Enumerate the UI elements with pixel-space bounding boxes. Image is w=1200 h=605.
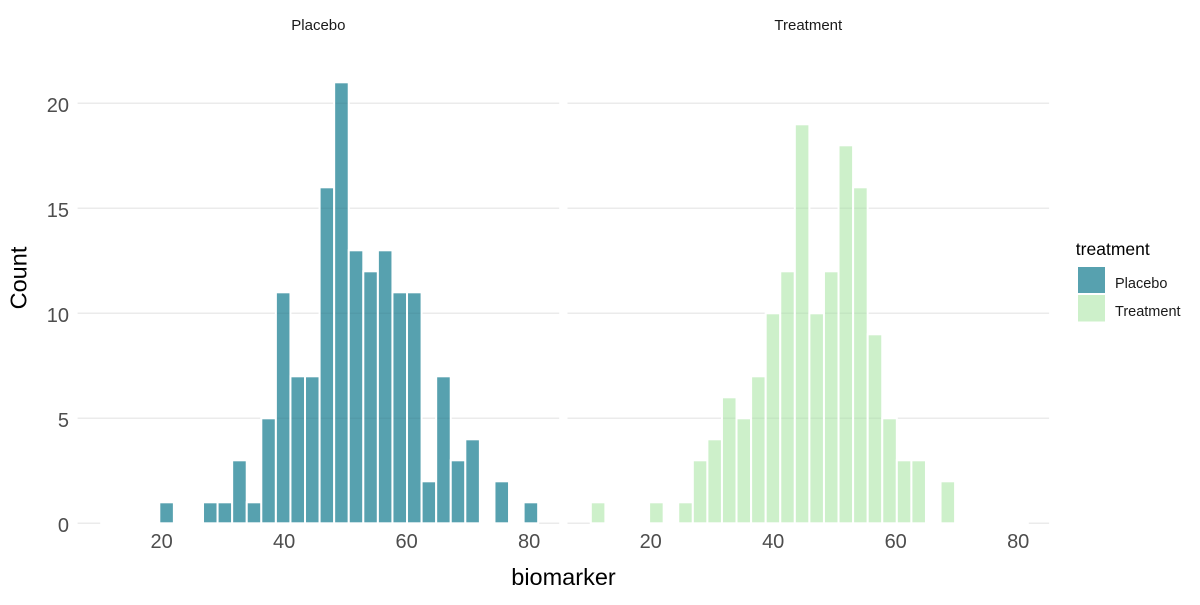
svg-text:60: 60	[395, 531, 417, 553]
svg-text:40: 40	[273, 531, 295, 553]
svg-text:Count: Count	[6, 246, 32, 309]
svg-text:5: 5	[58, 410, 69, 432]
svg-text:80: 80	[1007, 531, 1029, 553]
svg-text:20: 20	[150, 531, 172, 553]
svg-text:20: 20	[640, 531, 662, 553]
svg-text:15: 15	[47, 200, 69, 222]
svg-text:treatment: treatment	[1076, 239, 1150, 259]
svg-text:80: 80	[518, 531, 540, 553]
svg-text:60: 60	[885, 531, 907, 553]
svg-text:10: 10	[47, 305, 69, 327]
svg-text:20: 20	[47, 95, 69, 117]
svg-text:Placebo: Placebo	[1115, 276, 1167, 292]
svg-text:40: 40	[762, 531, 784, 553]
svg-text:Treatment: Treatment	[774, 17, 843, 34]
svg-text:Treatment: Treatment	[1115, 304, 1181, 320]
svg-text:biomarker: biomarker	[511, 564, 616, 590]
svg-text:Placebo: Placebo	[291, 17, 345, 34]
svg-text:0: 0	[58, 515, 69, 537]
